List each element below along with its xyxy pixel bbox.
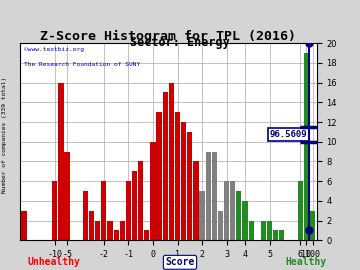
Bar xyxy=(107,221,113,240)
Bar xyxy=(163,92,168,240)
Text: The Research Foundation of SUNY: The Research Foundation of SUNY xyxy=(24,62,140,67)
Bar xyxy=(310,211,315,240)
Bar xyxy=(230,181,235,240)
Bar xyxy=(279,231,284,240)
Bar xyxy=(304,53,309,240)
Bar xyxy=(52,181,57,240)
Bar xyxy=(89,211,94,240)
Text: Sector: Energy: Sector: Energy xyxy=(130,36,230,49)
Bar xyxy=(144,231,149,240)
Text: ©www.textbiz.org: ©www.textbiz.org xyxy=(24,47,84,52)
Bar xyxy=(95,221,100,240)
Bar xyxy=(101,181,107,240)
Bar xyxy=(242,201,248,240)
Text: Number of companies (339 total): Number of companies (339 total) xyxy=(2,77,7,193)
Bar xyxy=(22,211,27,240)
Bar xyxy=(169,83,174,240)
Bar xyxy=(187,132,192,240)
Bar xyxy=(212,151,217,240)
Bar xyxy=(206,151,211,240)
Bar xyxy=(273,231,278,240)
Bar xyxy=(199,191,204,240)
Bar xyxy=(64,151,69,240)
Bar xyxy=(248,221,254,240)
Bar xyxy=(193,161,198,240)
Bar xyxy=(120,221,125,240)
Bar xyxy=(175,112,180,240)
Bar xyxy=(157,112,162,240)
Bar xyxy=(58,83,63,240)
Bar xyxy=(261,221,266,240)
Bar xyxy=(298,181,303,240)
Text: Score: Score xyxy=(165,257,195,267)
Bar xyxy=(181,122,186,240)
Bar xyxy=(150,142,156,240)
Title: Z-Score Histogram for TPL (2016): Z-Score Histogram for TPL (2016) xyxy=(40,30,296,43)
Bar xyxy=(224,181,229,240)
Bar xyxy=(267,221,272,240)
Bar xyxy=(126,181,131,240)
Text: Healthy: Healthy xyxy=(285,257,327,267)
Bar xyxy=(113,231,119,240)
Text: Unhealthy: Unhealthy xyxy=(28,257,80,267)
Bar xyxy=(218,211,223,240)
Bar xyxy=(236,191,242,240)
Bar xyxy=(132,171,137,240)
Text: 96.5609: 96.5609 xyxy=(270,130,307,139)
Bar xyxy=(138,161,143,240)
Bar xyxy=(83,191,88,240)
